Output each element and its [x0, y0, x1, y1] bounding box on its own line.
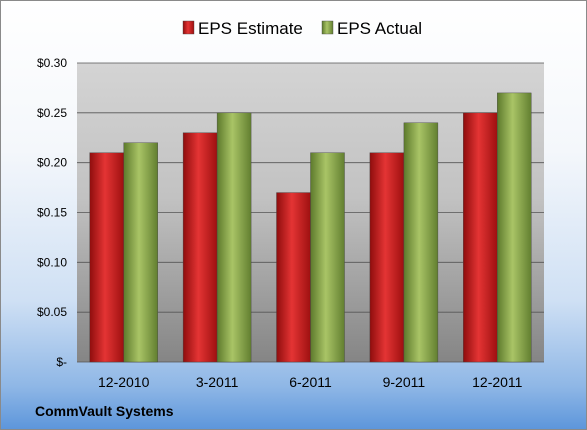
- legend-swatch-estimate: [182, 20, 195, 35]
- bar-eps-estimate: [463, 112, 498, 363]
- y-tick-label: $0.05: [37, 305, 67, 319]
- bar-eps-estimate: [182, 132, 218, 363]
- company-name: CommVault Systems: [35, 403, 174, 419]
- x-tick-label: 12-2011: [472, 374, 523, 390]
- legend: EPS Estimate EPS Actual: [182, 19, 422, 38]
- bar-eps-actual: [497, 92, 532, 363]
- bar-eps-estimate: [369, 152, 405, 363]
- y-tick-label: $0.30: [37, 56, 67, 70]
- y-tick-label: $-: [56, 355, 67, 369]
- x-tick-label: 3-2011: [196, 374, 239, 390]
- legend-swatch-actual: [321, 20, 334, 35]
- bar-eps-actual: [123, 142, 158, 363]
- y-tick-label: $0.20: [37, 156, 67, 170]
- y-tick-label: $0.15: [37, 206, 67, 220]
- legend-label-estimate: EPS Estimate: [198, 19, 303, 38]
- y-axis-ticks: $- $0.05 $0.10 $0.15 $0.20 $0.25 $0.30: [37, 56, 67, 369]
- y-tick-label: $0.10: [37, 255, 67, 269]
- bar-eps-estimate: [89, 152, 124, 363]
- x-axis-ticks: 12-2010 3-2011 6-2011 9-2011 12-2011: [98, 374, 523, 390]
- bar-eps-actual: [310, 152, 345, 363]
- legend-label-actual: EPS Actual: [337, 19, 422, 38]
- x-tick-label: 6-2011: [289, 374, 332, 390]
- bar-eps-estimate: [276, 192, 311, 363]
- bar-eps-actual: [403, 122, 439, 363]
- x-tick-label: 12-2010: [98, 374, 150, 390]
- bars-group: [89, 92, 532, 363]
- x-tick-label: 9-2011: [383, 374, 426, 390]
- y-tick-label: $0.25: [37, 106, 67, 120]
- bar-eps-actual: [216, 112, 252, 363]
